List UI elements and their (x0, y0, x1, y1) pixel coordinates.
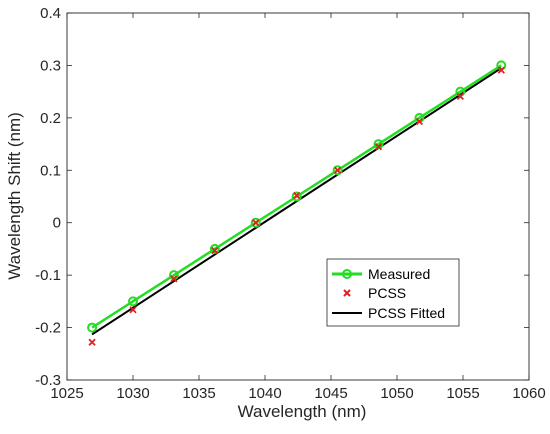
pcss-point (456, 92, 464, 100)
legend: Measured PCSS PCSS Fitted (326, 258, 460, 327)
x-tick-label: 1040 (248, 385, 281, 402)
y-tick-label: -0.1 (35, 267, 61, 284)
y-axis-label: Wavelength Shift (nm) (5, 112, 24, 280)
pcss-point (497, 66, 505, 74)
x-tick-label: 1060 (512, 385, 545, 402)
pcss-point (252, 219, 260, 227)
x-tick-label: 1030 (116, 385, 149, 402)
measured-point (291, 191, 302, 202)
measured-point (332, 165, 343, 176)
legend-measured-marker (342, 269, 352, 279)
pcss-point (211, 246, 219, 255)
x-tick-label: 1025 (50, 385, 83, 402)
axes (66, 12, 530, 381)
y-tick-label: -0.2 (35, 320, 61, 337)
y-tick-label: 0.3 (40, 57, 61, 74)
y-tick-label: 0 (53, 215, 61, 232)
pcss-point (129, 306, 137, 314)
legend-measured-label: Measured (368, 266, 430, 282)
measured-point (373, 139, 384, 150)
pcss-point (293, 191, 301, 200)
y-tick-label: -0.3 (35, 372, 61, 389)
pcss-point (374, 143, 383, 151)
legend-fitted-label: PCSS Fitted (368, 305, 445, 321)
x-tick-label: 1035 (182, 385, 215, 402)
measured-point (209, 243, 220, 254)
legend-pcss-label: PCSS (368, 285, 406, 301)
pcss-point (415, 117, 424, 126)
pcss-point (170, 275, 178, 283)
x-axis-label: Wavelength (nm) (238, 402, 367, 421)
measured-point (128, 296, 138, 307)
measured-point (87, 322, 98, 333)
y-tick-label: 0.2 (40, 110, 61, 127)
measured-point (250, 217, 261, 228)
y-tick-label: 0.1 (40, 162, 61, 179)
pcss-point (88, 338, 96, 346)
series-layer (87, 60, 507, 346)
x-tick-label: 1045 (314, 385, 347, 402)
legend-pcss-marker (343, 289, 351, 297)
ticks-layer: 1025 1030 1035 1040 1045 1050 1055 1060 -0.3 -0.2… (35, 5, 546, 402)
y-tick-label: 0.4 (40, 5, 61, 22)
x-tick-label: 1050 (380, 385, 413, 402)
x-tick-label: 1055 (446, 385, 479, 402)
axes-box (66, 12, 530, 381)
pcss-point (333, 166, 342, 174)
